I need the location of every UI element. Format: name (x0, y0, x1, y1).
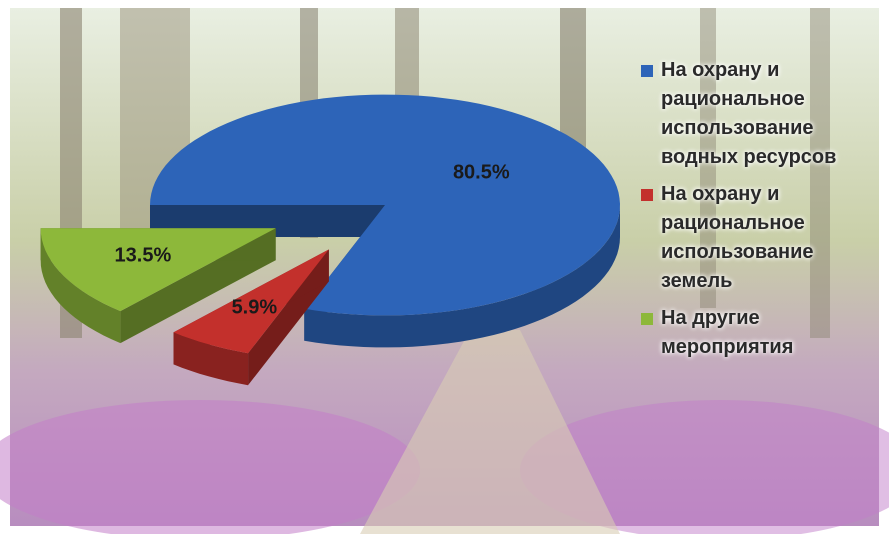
legend-swatch (641, 189, 653, 201)
legend-label: На охрану и рациональное использование з… (661, 183, 814, 292)
legend: На охрану и рациональное использование в… (635, 56, 870, 370)
data-label: 13.5% (115, 245, 172, 267)
legend-entry: На другие мероприятия (635, 304, 870, 362)
data-label: 5.9% (232, 297, 278, 319)
legend-entry: На охрану и рациональное использование в… (635, 56, 870, 172)
legend-swatch (641, 313, 653, 325)
slide: 80.5% 13.5% 5.9% На охрану и рациональное … (0, 0, 889, 534)
legend-entry: На охрану и рациональное использование з… (635, 180, 870, 296)
data-label: 80.5% (453, 162, 510, 184)
legend-label: На другие мероприятия (661, 307, 793, 358)
legend-swatch (641, 65, 653, 77)
legend-label: На охрану и рациональное использование в… (661, 59, 836, 168)
